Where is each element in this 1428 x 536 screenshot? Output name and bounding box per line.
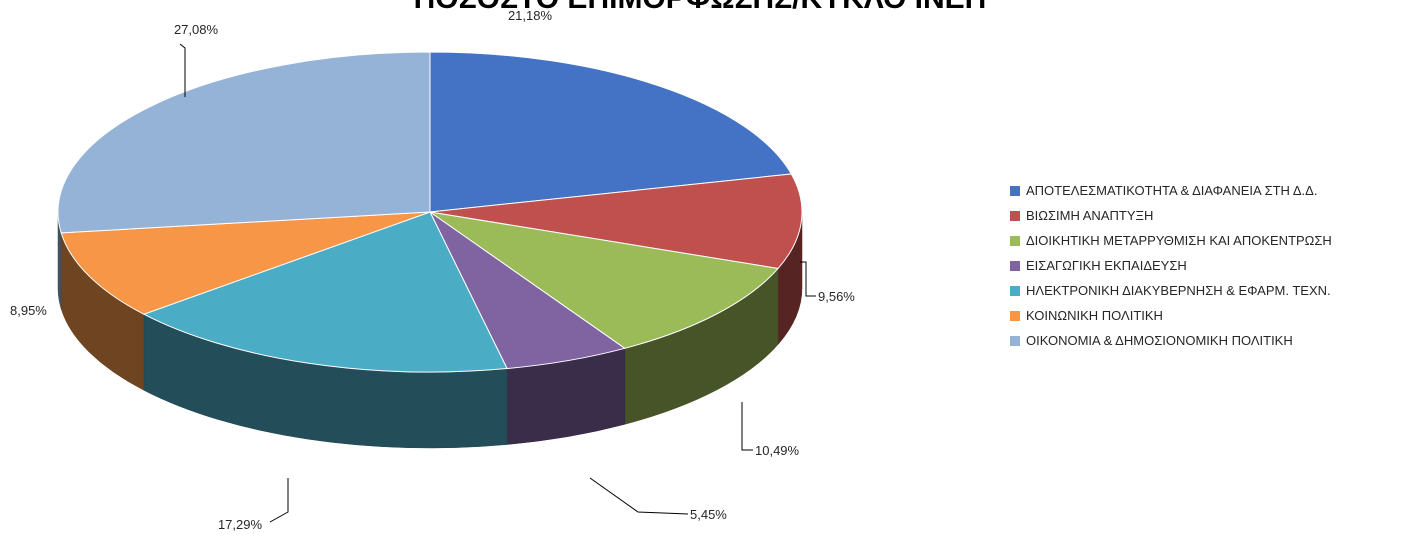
legend-label-4: ΗΛΕΚΤΡΟΝΙΚΗ ΔΙΑΚΥΒΕΡΝΗΣΗ & ΕΦΑΡΜ. ΤΕΧΝ.: [1026, 283, 1331, 298]
data-label-1: 9,56%: [818, 289, 855, 304]
data-label-0: 21,18%: [508, 8, 553, 23]
data-label-4: 17,29%: [218, 517, 263, 532]
legend-label-0: ΑΠΟΤΕΛΕΣΜΑΤΙΚΟΤΗΤΑ & ΔΙΑΦΑΝΕΙΑ ΣΤΗ Δ.Δ.: [1026, 183, 1318, 198]
legend-swatch-3: [1010, 260, 1020, 271]
legend-item-3: ΕΙΣΑΓΩΓΙΚΗ ΕΚΠΑΙΔΕΥΣΗ: [1010, 253, 1332, 278]
leader-line-6: [179, 43, 186, 97]
leader-line-4: [269, 478, 289, 523]
legend-label-6: ΟΙΚΟΝΟΜΙΑ & ΔΗΜΟΣΙΟΝΟΜΙΚΗ ΠΟΛΙΤΙΚΗ: [1026, 333, 1293, 348]
legend-swatch-1: [1010, 210, 1020, 221]
pie-sides: [57, 211, 803, 449]
legend-item-6: ΟΙΚΟΝΟΜΙΑ & ΔΗΜΟΣΙΟΝΟΜΙΚΗ ΠΟΛΙΤΙΚΗ: [1010, 328, 1332, 353]
data-label-3: 5,45%: [690, 507, 727, 522]
legend-item-2: ΔΙΟΙΚΗΤΙΚΗ ΜΕΤΑΡΡΥΘΜΙΣΗ ΚΑΙ ΑΠΟΚΕΝΤΡΩΣΗ: [1010, 228, 1332, 253]
legend-label-5: ΚΟΙΝΩΝΙΚΗ ΠΟΛΙΤΙΚΗ: [1026, 308, 1163, 323]
legend-swatch-5: [1010, 310, 1020, 321]
pie-slice-2: [429, 211, 780, 349]
pie-slice-5: [60, 211, 431, 315]
data-label-2: 10,49%: [755, 443, 800, 458]
legend-label-3: ΕΙΣΑΓΩΓΙΚΗ ΕΚΠΑΙΔΕΥΣΗ: [1026, 258, 1187, 273]
legend: ΑΠΟΤΕΛΕΣΜΑΤΙΚΟΤΗΤΑ & ΔΙΑΦΑΝΕΙΑ ΣΤΗ Δ.Δ. Β…: [1010, 178, 1332, 353]
leader-line-2: [741, 402, 753, 451]
pie-slice-0: [429, 51, 793, 213]
chart-title: ΠΟΣΟΣΤΟ ΕΠΙΜΟΡΦΩΣΗΣ/ΚΥΚΛΟ ΙΝΕΠ: [0, 0, 1400, 16]
legend-swatch-6: [1010, 335, 1020, 346]
leader-line-1: [800, 261, 816, 297]
leader-line-3: [589, 477, 689, 515]
data-labels: 21,18% 9,56% 10,49% 5,45% 17,29% 8,95% 27,08%: [10, 8, 855, 532]
data-label-6: 27,08%: [174, 22, 219, 37]
legend-label-2: ΔΙΟΙΚΗΤΙΚΗ ΜΕΤΑΡΡΥΘΜΙΣΗ ΚΑΙ ΑΠΟΚΕΝΤΡΩΣΗ: [1026, 233, 1332, 248]
data-label-5: 8,95%: [10, 303, 47, 318]
pie-slice-1: [429, 173, 803, 269]
pie-slice-4: [142, 211, 508, 373]
legend-item-0: ΑΠΟΤΕΛΕΣΜΑΤΙΚΟΤΗΤΑ & ΔΙΑΦΑΝΕΙΑ ΣΤΗ Δ.Δ.: [1010, 178, 1332, 203]
legend-swatch-0: [1010, 185, 1020, 196]
legend-item-1: ΒΙΩΣΙΜΗ ΑΝΑΠΤΥΞΗ: [1010, 203, 1332, 228]
legend-item-5: ΚΟΙΝΩΝΙΚΗ ΠΟΛΙΤΙΚΗ: [1010, 303, 1332, 328]
leader-lines: [179, 43, 816, 523]
pie-slice-6: [57, 51, 431, 234]
legend-swatch-4: [1010, 285, 1020, 296]
legend-swatch-2: [1010, 235, 1020, 246]
pie-tops: [57, 51, 803, 373]
legend-item-4: ΗΛΕΚΤΡΟΝΙΚΗ ΔΙΑΚΥΒΕΡΝΗΣΗ & ΕΦΑΡΜ. ΤΕΧΝ.: [1010, 278, 1332, 303]
legend-label-1: ΒΙΩΣΙΜΗ ΑΝΑΠΤΥΞΗ: [1026, 208, 1154, 223]
